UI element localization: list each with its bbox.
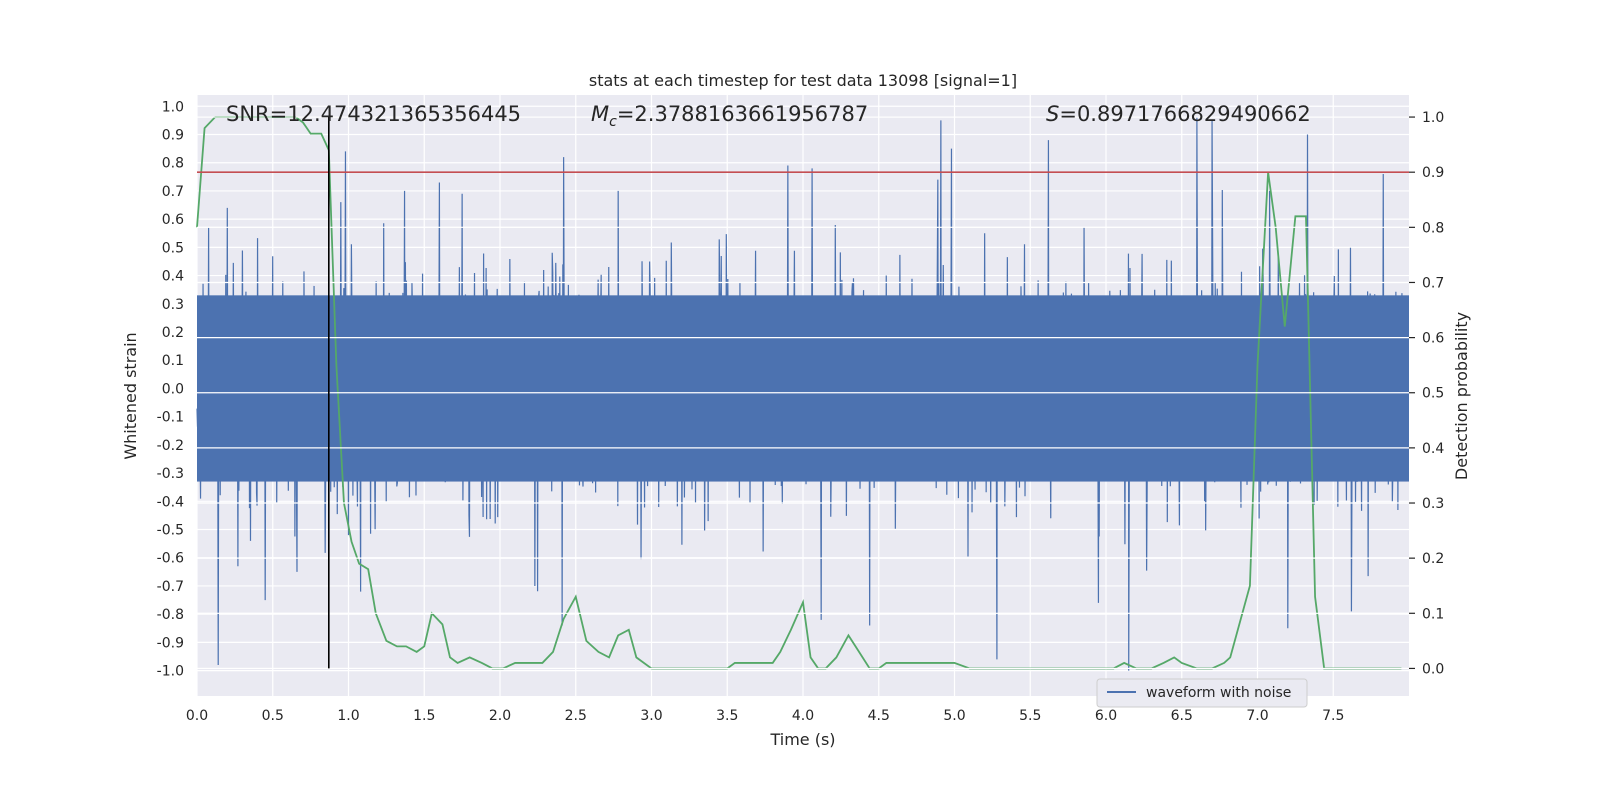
chirp-mass-subscript: c — [609, 114, 617, 130]
y-tick-label: -0.9 — [157, 635, 184, 651]
x-ticks: 0.0 0.5 1.0 1.5 2.0 2.5 3.0 3.5 4.0 4.5 5.0 5.5 6.0 6… — [186, 708, 1345, 724]
x-tick-label: 1.5 — [413, 708, 435, 724]
probability-series — [196, 116, 1402, 670]
chirp-mass-annotation: Mc=2.3788163661956787 — [591, 102, 868, 130]
y-tick-label: 1.0 — [162, 99, 184, 115]
y-axis-label: Whitened strain — [121, 332, 140, 459]
x-tick-label: 6.5 — [1171, 708, 1193, 724]
x-tick-label: 0.0 — [186, 708, 208, 724]
x-tick-label: 7.0 — [1246, 708, 1268, 724]
x-tick-label: 4.0 — [792, 708, 814, 724]
y2-tick-label: 0.9 — [1422, 165, 1444, 181]
y-tick-label: -0.3 — [157, 466, 184, 482]
x-tick-label: 5.0 — [943, 708, 965, 724]
x-tick-label: 7.5 — [1322, 708, 1344, 724]
y2-tick-label: 0.8 — [1422, 220, 1444, 236]
y2-axis-label: Detection probability — [1452, 312, 1471, 480]
y2-tick-label: 0.6 — [1422, 331, 1444, 347]
y-tick-label: 0.5 — [162, 240, 184, 256]
y-tick-label: 0.4 — [162, 269, 184, 285]
y-tick-label: -0.6 — [157, 551, 184, 567]
y-tick-label: 0.7 — [162, 184, 184, 200]
s-annotation: S=0.8971766829490662 — [1046, 102, 1311, 126]
legend-box — [1096, 678, 1308, 708]
chart-title: stats at each timestep for test data 130… — [589, 71, 1017, 90]
waveform-core-band — [197, 295, 1409, 482]
y-tick-label: 0.2 — [162, 325, 184, 341]
x-tick-label: 2.5 — [565, 708, 587, 724]
x-tick-label: 3.5 — [716, 708, 738, 724]
y-ticks: 1.0 0.9 0.8 0.7 0.6 0.5 0.4 0.3 0.2 0.1 0.0 -0.1 -0.… — [157, 99, 184, 679]
chirp-mass-symbol: M — [591, 102, 609, 126]
y-tick-label: 0.6 — [162, 212, 184, 228]
legend: waveform with noise — [1096, 678, 1308, 708]
y2-tick-label: 0.2 — [1422, 551, 1444, 567]
y2-tick-label: 0.3 — [1422, 496, 1444, 512]
legend-label-waveform: waveform with noise — [1146, 685, 1291, 701]
y2-tick-label: 1.0 — [1422, 110, 1444, 126]
y-tick-label: -0.4 — [157, 494, 184, 510]
x-tick-label: 2.0 — [489, 708, 511, 724]
y-tick-label: 0.3 — [162, 297, 184, 313]
y-tick-label: 0.9 — [162, 128, 184, 144]
x-tick-label: 5.5 — [1019, 708, 1041, 724]
y2-tick-label: 0.4 — [1422, 441, 1444, 457]
overlays — [197, 116, 1409, 670]
y-tick-label: 0.0 — [162, 381, 184, 397]
snr-annotation: SNR=12.474321365356445 — [226, 102, 521, 126]
y-tick-label: -0.8 — [157, 607, 184, 623]
y-tick-label: 0.1 — [162, 353, 184, 369]
y2-ticks: 1.0 0.9 0.8 0.7 0.6 0.5 0.4 0.3 0.2 0.1 0.0 — [1409, 110, 1444, 677]
y-tick-label: 0.8 — [162, 156, 184, 172]
x-tick-label: 1.0 — [337, 708, 359, 724]
x-tick-label: 0.5 — [262, 708, 284, 724]
y-tick-label: -1.0 — [157, 664, 184, 680]
waveform-series — [196, 117, 1409, 671]
y-tick-label: -0.7 — [157, 579, 184, 595]
detection-probability-line — [196, 116, 1402, 670]
s-value: =0.8971766829490662 — [1059, 102, 1310, 126]
x-tick-label: 3.0 — [640, 708, 662, 724]
y2-tick-label: 0.7 — [1422, 275, 1444, 291]
s-symbol: S — [1046, 102, 1059, 126]
y2-tick-label: 0.1 — [1422, 606, 1444, 622]
x-tick-label: 4.5 — [868, 708, 890, 724]
x-tick-label: 6.0 — [1095, 708, 1117, 724]
y-tick-label: -0.5 — [157, 523, 184, 539]
chirp-mass-value: =2.3788163661956787 — [617, 102, 868, 126]
y2-tick-label: 0.5 — [1422, 386, 1444, 402]
y-tick-label: -0.1 — [157, 410, 184, 426]
y2-tick-label: 0.0 — [1422, 661, 1444, 677]
y-tick-label: -0.2 — [157, 438, 184, 454]
x-axis-label: Time (s) — [769, 730, 835, 749]
